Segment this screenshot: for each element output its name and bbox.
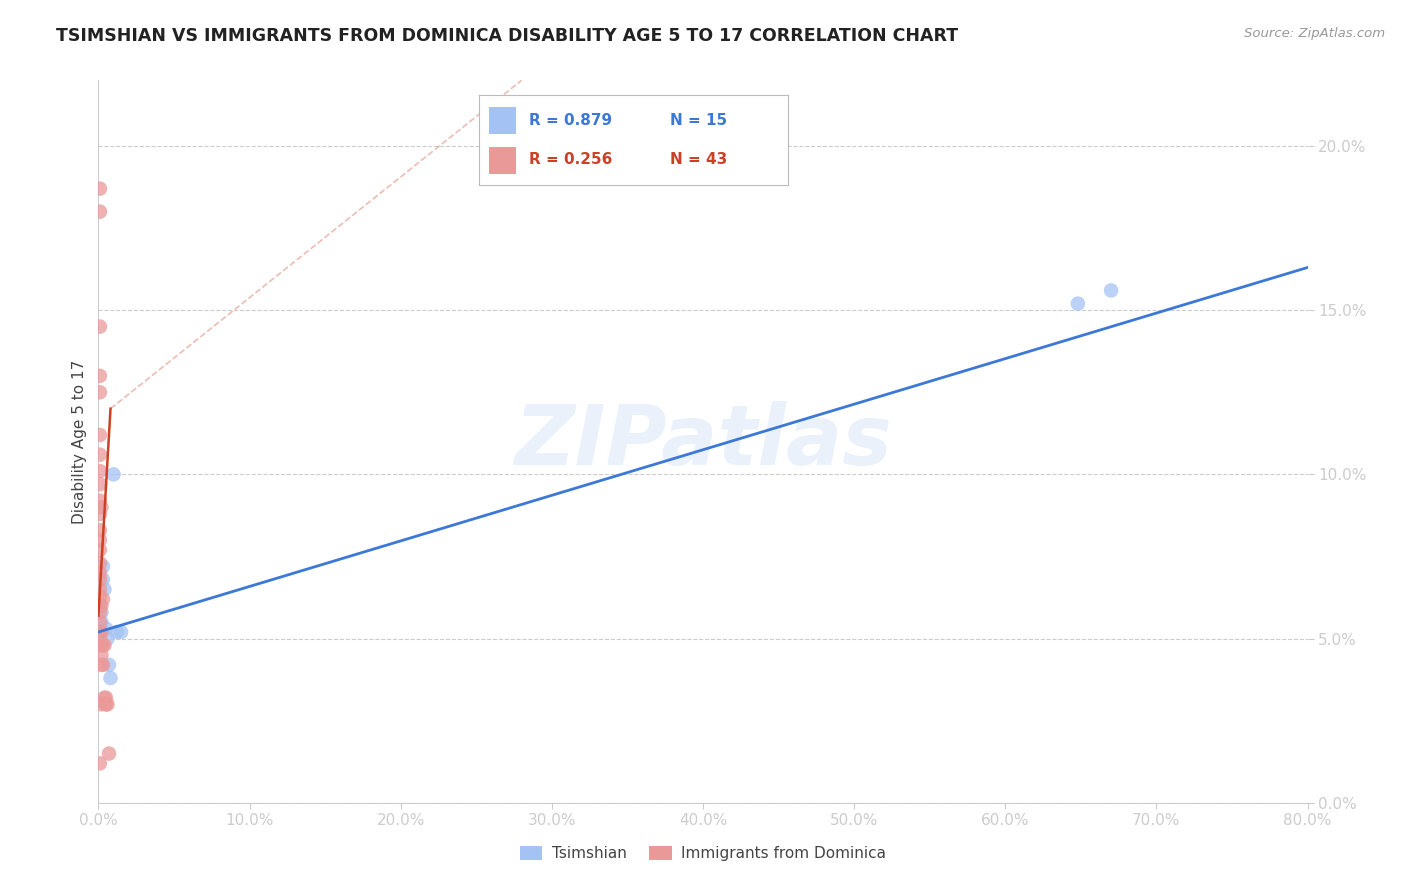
Point	[89, 477, 111, 491]
Point	[89, 448, 111, 462]
Point	[105, 625, 128, 640]
Point	[93, 638, 115, 652]
Point	[91, 559, 114, 574]
Legend: Tsimshian, Immigrants from Dominica: Tsimshian, Immigrants from Dominica	[513, 840, 893, 867]
Text: Source: ZipAtlas.com: Source: ZipAtlas.com	[1244, 27, 1385, 40]
Point	[89, 573, 111, 587]
Point	[89, 756, 111, 771]
Point	[90, 605, 112, 619]
Point	[89, 533, 111, 547]
Point	[90, 698, 112, 712]
Point	[89, 507, 111, 521]
Point	[89, 638, 111, 652]
Point	[89, 599, 111, 613]
Point	[91, 592, 114, 607]
Point	[90, 615, 112, 630]
Point	[89, 523, 111, 537]
Point	[89, 181, 111, 195]
Point	[110, 625, 132, 640]
Point	[91, 657, 114, 672]
Point	[90, 500, 112, 515]
Text: ZIPatlas: ZIPatlas	[515, 401, 891, 482]
Point	[89, 625, 111, 640]
Point	[96, 698, 118, 712]
Point	[89, 605, 111, 619]
Point	[89, 632, 111, 646]
Point	[89, 385, 111, 400]
Point	[89, 319, 111, 334]
Point	[89, 428, 111, 442]
Point	[89, 556, 111, 570]
Point	[94, 622, 117, 636]
Point	[94, 698, 117, 712]
Point	[89, 542, 111, 557]
Point	[89, 589, 111, 603]
Point	[93, 582, 115, 597]
Point	[93, 690, 115, 705]
Point	[89, 566, 111, 580]
Text: TSIMSHIAN VS IMMIGRANTS FROM DOMINICA DISABILITY AGE 5 TO 17 CORRELATION CHART: TSIMSHIAN VS IMMIGRANTS FROM DOMINICA DI…	[56, 27, 959, 45]
Point	[89, 582, 111, 597]
Point	[90, 599, 112, 613]
Point	[103, 467, 125, 482]
Point	[1099, 284, 1122, 298]
Point	[89, 599, 111, 613]
Point	[89, 464, 111, 478]
Point	[100, 671, 122, 685]
Point	[94, 698, 117, 712]
Point	[89, 493, 111, 508]
Point	[90, 657, 112, 672]
Y-axis label: Disability Age 5 to 17: Disability Age 5 to 17	[72, 359, 87, 524]
Point	[98, 657, 121, 672]
Point	[90, 638, 112, 652]
Point	[91, 573, 114, 587]
Point	[91, 638, 114, 652]
Point	[90, 625, 112, 640]
Point	[90, 648, 112, 662]
Point	[89, 615, 111, 630]
Point	[98, 747, 121, 761]
Point	[89, 204, 111, 219]
Point	[89, 368, 111, 383]
Point	[96, 632, 118, 646]
Point	[1067, 296, 1090, 310]
Point	[94, 690, 117, 705]
